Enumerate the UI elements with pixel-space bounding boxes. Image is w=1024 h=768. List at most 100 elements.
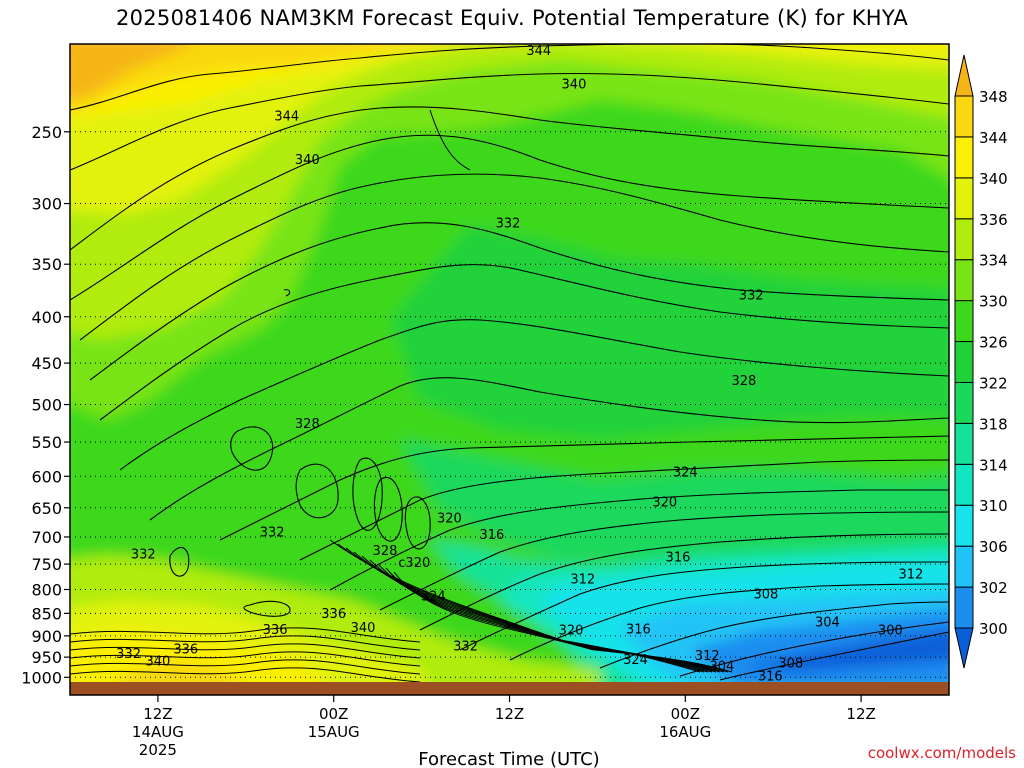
y-tick-label-1000: 1000 — [21, 668, 62, 687]
colorbar-label-348: 348 — [979, 88, 1008, 106]
contour-label-12: 332 — [260, 525, 285, 540]
colorbar-label-344: 344 — [979, 129, 1008, 147]
contour-label-3: 340 — [295, 153, 320, 168]
y-tick-label-350: 350 — [31, 255, 62, 274]
contour-front-8 — [393, 571, 733, 673]
contour-300 — [679, 621, 949, 677]
contour-label-22: 304 — [815, 616, 840, 631]
y-tick-label-250: 250 — [31, 123, 62, 142]
colorbar-max-triangle — [954, 54, 974, 97]
colorbar-segment-306 — [954, 504, 974, 547]
x-axis-label: Forecast Time (UTC) — [418, 749, 599, 768]
contour-label-0: 344 — [526, 44, 551, 59]
colorbar-label-302: 302 — [979, 579, 1008, 597]
field-band-348 — [70, 44, 188, 99]
contour-label-25: 320 — [559, 624, 584, 639]
colorbar-label-326: 326 — [979, 334, 1008, 352]
colorbar-segment-334 — [954, 218, 974, 261]
colorbar-label-330: 330 — [979, 293, 1008, 311]
contour-328b — [149, 377, 949, 521]
contour-336b — [70, 134, 949, 301]
x-tick-label-1: 00Z — [319, 705, 348, 723]
contour-label-33: 312 — [695, 649, 720, 664]
contour-bl-0 — [70, 627, 421, 643]
contour-dot — [283, 289, 291, 297]
contour-label-35: 304 — [710, 659, 735, 674]
contour-label-1: 340 — [562, 77, 587, 92]
contour-label-26: 316 — [626, 622, 651, 637]
y-tick-label-600: 600 — [31, 467, 62, 486]
contour-bl-2 — [70, 643, 421, 659]
contour-label-5: 332 — [739, 288, 764, 303]
colorbar-label-340: 340 — [979, 170, 1008, 188]
y-tick-label-400: 400 — [31, 308, 62, 327]
contour-label-10: 320 — [437, 511, 462, 526]
contour-label-28: 332 — [453, 639, 478, 654]
y-tick-label-850: 850 — [31, 604, 62, 623]
y-tick-label-550: 550 — [31, 433, 62, 452]
y-tick-label-700: 700 — [31, 528, 62, 547]
contour-328a — [119, 319, 949, 471]
contour-bl-5 — [70, 667, 421, 682]
y-tick-label-950: 950 — [31, 648, 62, 667]
field-band-322 — [400, 440, 949, 560]
contour-label-14: 328 — [373, 544, 398, 559]
colorbar-label-300: 300 — [979, 620, 1008, 638]
contour-label-21: 336 — [321, 607, 346, 622]
contour-344 — [70, 44, 949, 111]
chart-title: 2025081406 NAM3KM Forecast Equiv. Potent… — [115, 6, 909, 30]
x-tick-date-1: 15AUG — [308, 723, 360, 741]
contour-label-29: 336 — [173, 643, 198, 658]
contour-label-16: 316 — [666, 551, 691, 566]
contour-308 — [509, 583, 949, 661]
colorbar-segment-326 — [954, 300, 974, 343]
contour-340 — [70, 72, 949, 171]
contour-label-9: 320 — [652, 496, 677, 511]
colorbar-segment-340 — [954, 136, 974, 179]
contour-326 — [219, 435, 949, 541]
contour-labels: 344 340 344 340 332 332 328 328 324 320 320 316 332 3… — [116, 44, 923, 684]
contour-label-8: 324 — [673, 466, 698, 481]
colorbar-segment-310 — [954, 463, 974, 506]
field-band-340 — [70, 44, 949, 215]
x-tick-year-0: 2025 — [139, 741, 177, 759]
contour-loop-f — [373, 477, 403, 542]
colorbar-segment-336 — [954, 177, 974, 220]
x-tick-date-0: 14AUG — [132, 723, 184, 741]
contour-loop-a — [230, 426, 274, 471]
y-axis: 250 300 350 400 450 500 550 600 650 700 750 800 850 9… — [21, 123, 70, 687]
colorbar-min-triangle — [954, 627, 974, 669]
field-band-346 — [70, 44, 460, 112]
contour-304 — [599, 601, 949, 669]
contour-332b — [89, 222, 949, 381]
contour-336a — [70, 106, 949, 251]
contour-label-32: 324 — [623, 653, 648, 668]
y-tick-label-900: 900 — [31, 627, 62, 646]
contour-label-18: 312 — [898, 567, 923, 582]
contour-label-17: 312 — [570, 573, 595, 588]
x-tick-date-3: 16AUG — [659, 723, 711, 741]
colorbar-label-334: 334 — [979, 252, 1008, 270]
contour-label-31: 340 — [145, 654, 170, 669]
contour-bl-1 — [70, 635, 421, 651]
colorbar-segment-314 — [954, 422, 974, 465]
y-tick-label-650: 650 — [31, 499, 62, 518]
x-tick-label-3: 00Z — [671, 705, 700, 723]
colorbar-label-306: 306 — [979, 538, 1008, 556]
theta-e-field — [70, 44, 949, 682]
colorbar-segment-322 — [954, 341, 974, 383]
y-tick-label-750: 750 — [31, 555, 62, 574]
field-band-300 — [740, 629, 949, 672]
contour-300b — [719, 631, 949, 681]
contour-318 — [379, 511, 949, 611]
contour-label-11: 316 — [480, 528, 505, 543]
contour-label-30: 332 — [116, 647, 141, 662]
contour-loop-e — [352, 457, 383, 531]
contour-bl-4 — [70, 659, 421, 675]
contour-320 — [329, 489, 949, 591]
contour-label-19: 324 — [421, 589, 446, 604]
contour-316 — [419, 533, 949, 631]
y-tick-label-500: 500 — [31, 396, 62, 415]
